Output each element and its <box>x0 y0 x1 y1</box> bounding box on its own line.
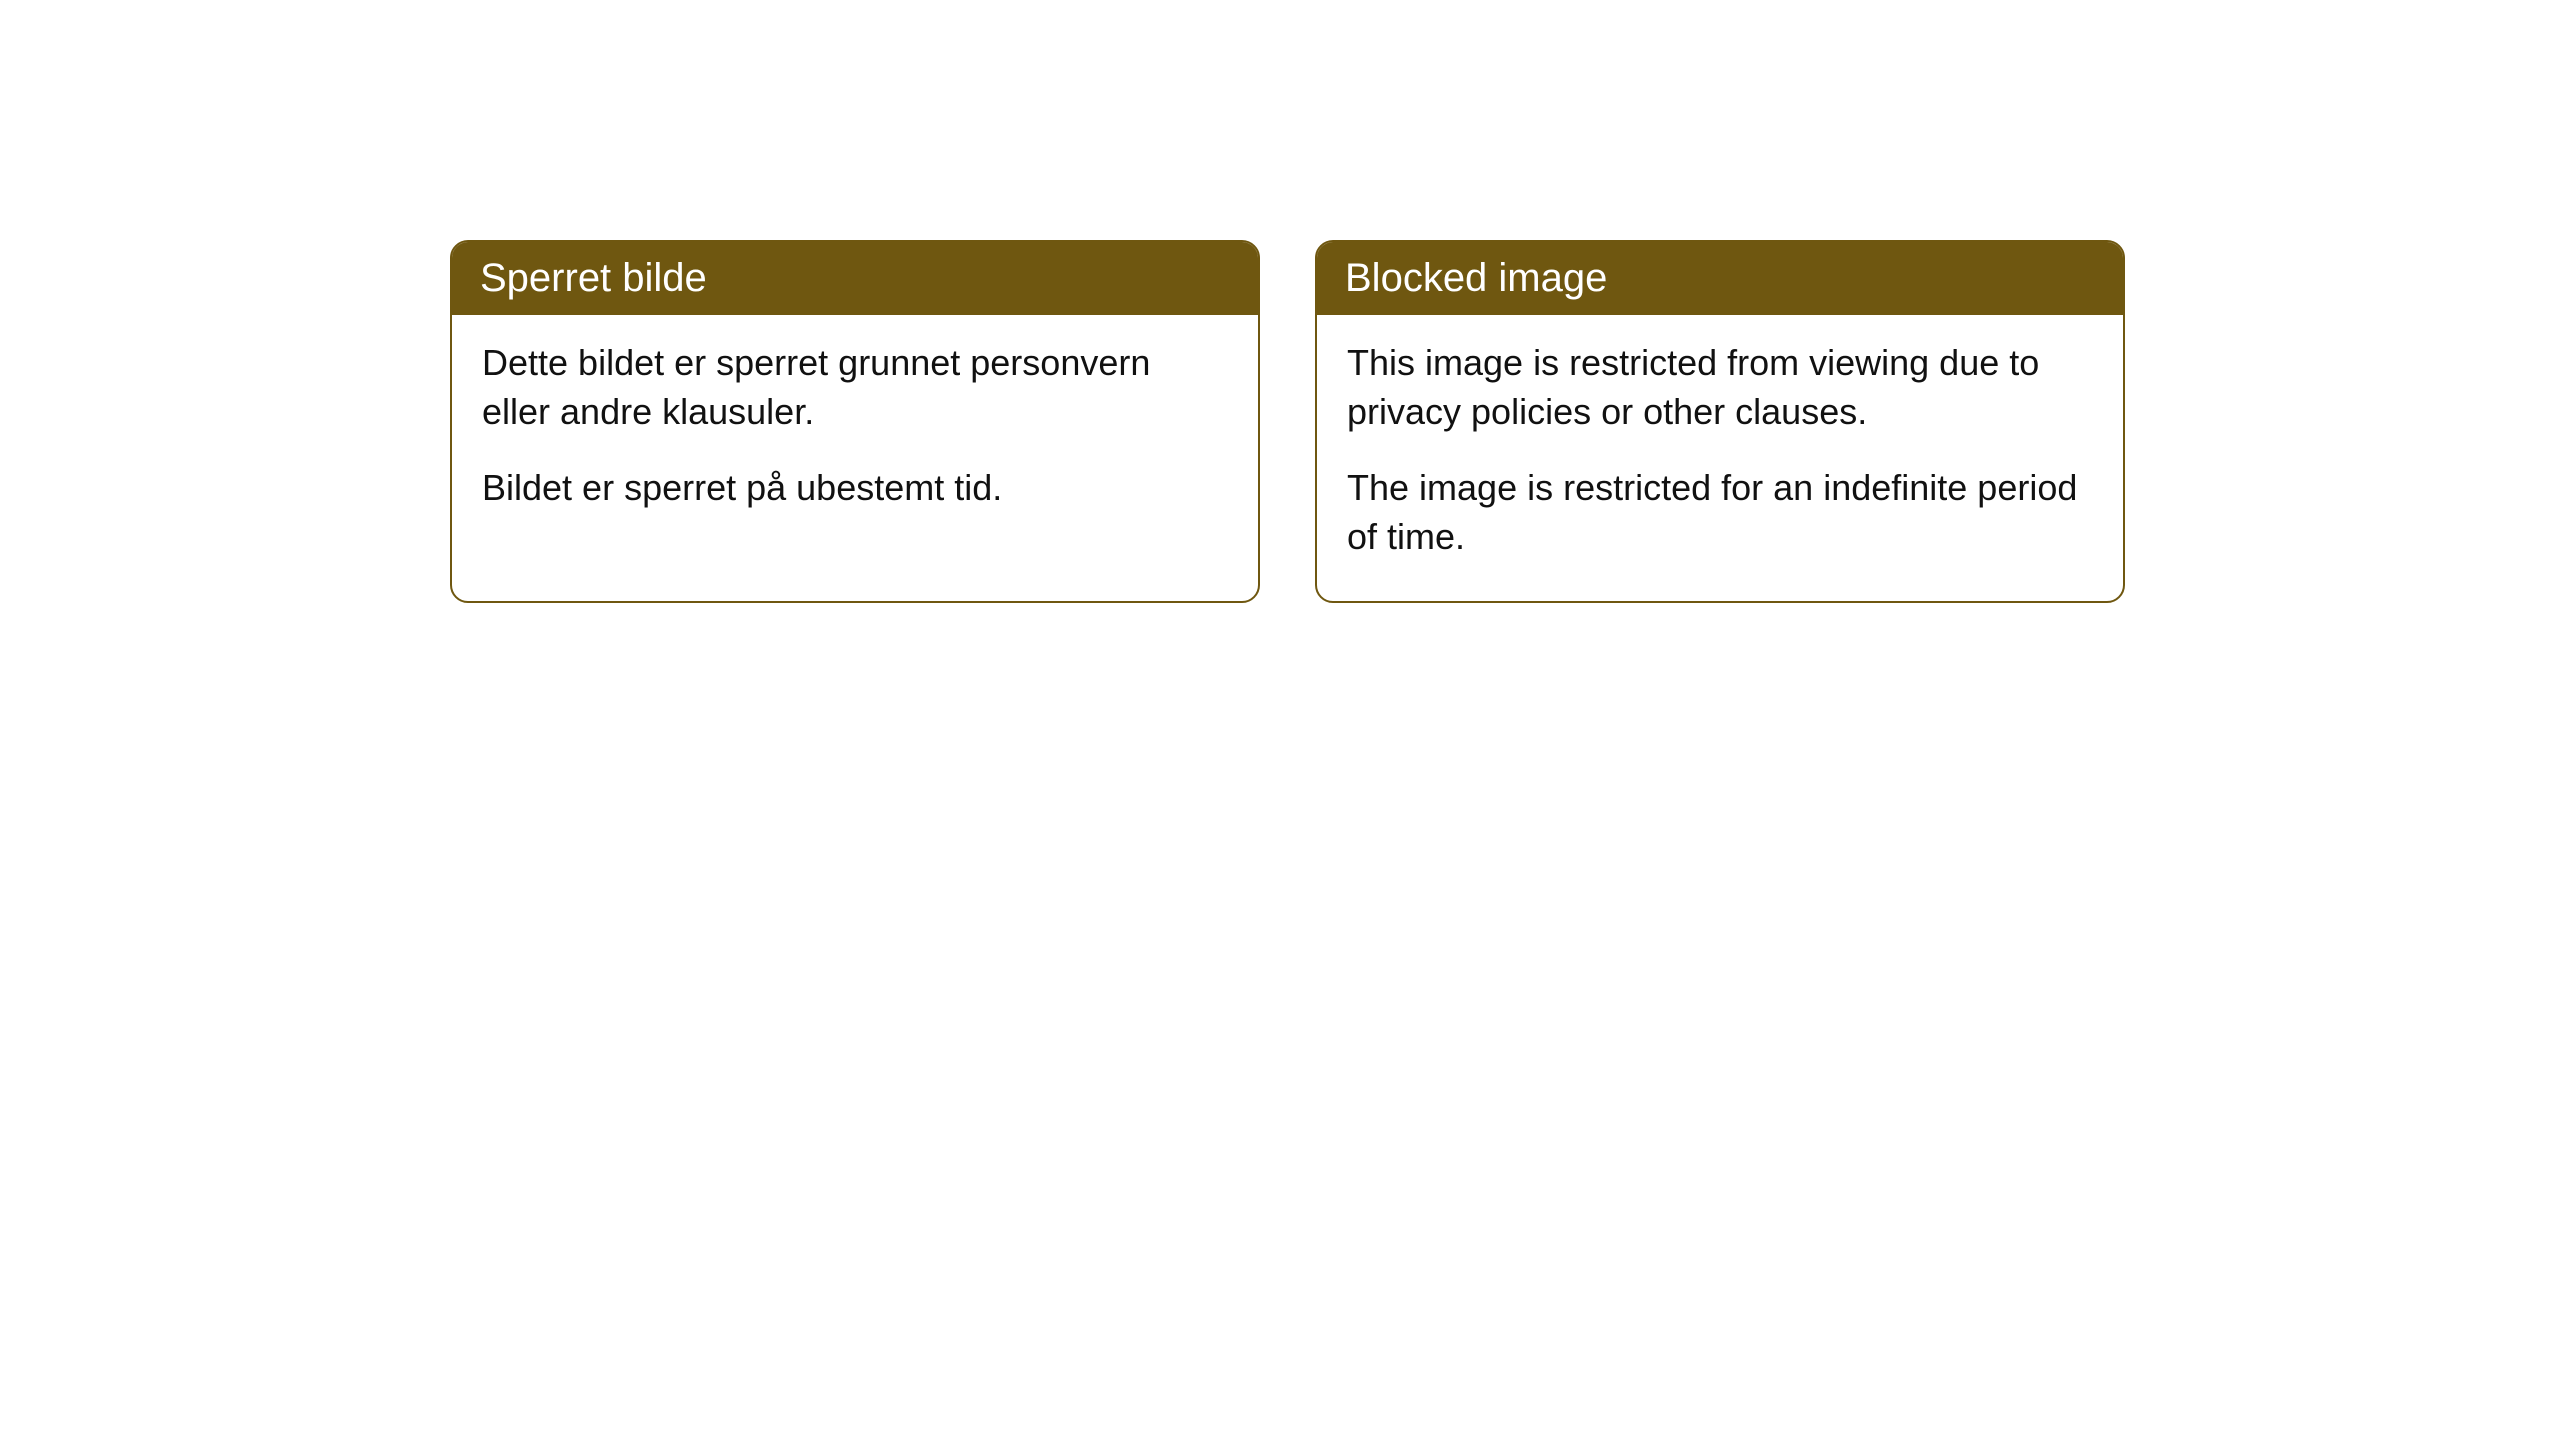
card-body: This image is restricted from viewing du… <box>1317 315 2123 601</box>
notice-card-english: Blocked image This image is restricted f… <box>1315 240 2125 603</box>
notice-card-norwegian: Sperret bilde Dette bildet er sperret gr… <box>450 240 1260 603</box>
card-title: Sperret bilde <box>480 256 707 300</box>
card-paragraph: This image is restricted from viewing du… <box>1347 339 2093 436</box>
card-paragraph: Dette bildet er sperret grunnet personve… <box>482 339 1228 436</box>
card-header: Blocked image <box>1317 242 2123 315</box>
card-header: Sperret bilde <box>452 242 1258 315</box>
card-paragraph: Bildet er sperret på ubestemt tid. <box>482 464 1228 513</box>
card-title: Blocked image <box>1345 256 1607 300</box>
card-paragraph: The image is restricted for an indefinit… <box>1347 464 2093 561</box>
card-body: Dette bildet er sperret grunnet personve… <box>452 315 1258 553</box>
notice-cards-container: Sperret bilde Dette bildet er sperret gr… <box>450 240 2125 603</box>
